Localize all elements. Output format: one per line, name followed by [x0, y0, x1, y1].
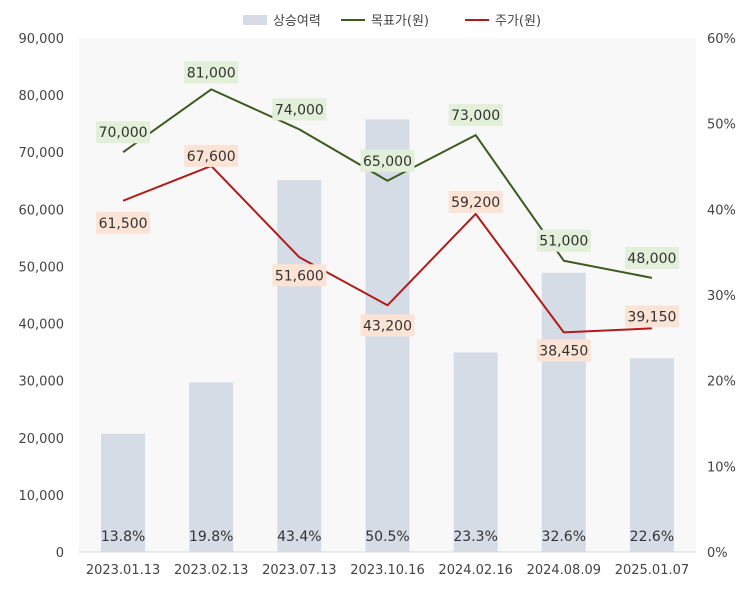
point-label-box [536, 339, 591, 362]
bar [541, 272, 586, 552]
y-left-tick-label: 80,000 [19, 89, 65, 104]
bar [629, 358, 674, 552]
bar-value-label: 22.6% [630, 529, 674, 545]
point-label-box [184, 61, 239, 84]
point-label-box [448, 190, 503, 213]
y-left-tick-label: 90,000 [19, 32, 65, 47]
point-value-label: 70,000 [99, 125, 148, 141]
x-tick-label: 2023.01.13 [86, 563, 160, 578]
point-label-box [184, 144, 239, 167]
point-label-box [624, 305, 679, 328]
point-value-label: 39,150 [627, 309, 676, 325]
point-label-box [624, 246, 679, 269]
legend-label: 주가(원) [495, 14, 541, 29]
y-left-tick-label: 50,000 [19, 260, 65, 275]
bar-value-label: 50.5% [365, 529, 409, 545]
point-value-label: 67,600 [187, 149, 236, 165]
point-value-label: 51,000 [539, 234, 588, 250]
y-right-tick-label: 20% [707, 375, 736, 390]
y-left-tick-label: 40,000 [19, 318, 65, 333]
y-axis-right: 0% 10% 20% 30% 40% 50% 60% [707, 32, 736, 561]
bar-value-label: 13.8% [101, 529, 145, 545]
point-label-box [272, 264, 327, 287]
point-label-box [536, 229, 591, 252]
point-value-label: 73,000 [451, 108, 500, 124]
y-left-tick-label: 20,000 [19, 432, 65, 447]
y-left-tick-label: 10,000 [19, 489, 65, 504]
point-label-box [96, 121, 151, 144]
bar [277, 180, 322, 552]
x-tick-label: 2023.07.13 [262, 563, 336, 578]
point-value-label: 51,600 [275, 268, 324, 284]
point-value-label: 59,200 [451, 195, 500, 211]
y-right-tick-label: 10% [707, 460, 736, 475]
bar [189, 382, 234, 552]
x-tick-label: 2023.02.13 [174, 563, 248, 578]
bar-value-label: 19.8% [189, 529, 233, 545]
point-value-label: 74,000 [275, 102, 324, 118]
bar-labels: 13.8% 19.8% 43.4% 50.5% 23.3% 32.6% 22.6% [101, 529, 674, 545]
legend: 상승여력 목표가(원) 주가(원) [243, 14, 541, 29]
x-tick-label: 2023.10.16 [350, 563, 424, 578]
y-left-tick-label: 30,000 [19, 375, 65, 390]
point-value-label: 81,000 [187, 65, 236, 81]
point-label-box [360, 149, 415, 172]
y-right-tick-label: 50% [707, 118, 736, 133]
y-right-tick-label: 0% [707, 546, 728, 561]
point-value-label: 48,000 [627, 251, 676, 267]
y-right-tick-label: 60% [707, 32, 736, 47]
point-label-box [272, 98, 327, 121]
x-axis: 2023.01.13 2023.02.13 2023.07.13 2023.10.16… [79, 551, 696, 578]
series-line [122, 88, 653, 279]
bar-value-label: 43.4% [277, 529, 321, 545]
x-tick-label: 2024.08.09 [527, 563, 601, 578]
bar-value-label: 23.3% [453, 529, 497, 545]
point-value-label: 65,000 [363, 154, 412, 170]
y-axis-left: 0 10,000 20,000 30,000 40,000 50,000 60,000 70,… [19, 32, 65, 561]
x-tick-label: 2025.01.07 [615, 563, 689, 578]
point-value-label: 43,200 [363, 318, 412, 334]
point-value-label: 38,450 [539, 343, 588, 359]
point-label-box [448, 104, 503, 127]
y-right-tick-label: 30% [707, 289, 736, 304]
x-tick-label: 2024.02.16 [438, 563, 512, 578]
bar [453, 352, 498, 552]
y-left-tick-label: 0 [56, 546, 64, 561]
legend-swatch [243, 15, 267, 25]
point-labels: 70,000 81,000 74,000 65,000 73,000 51,000 48,0… [96, 61, 679, 362]
y-left-tick-label: 70,000 [19, 146, 65, 161]
point-value-label: 61,500 [99, 216, 148, 232]
bar [101, 433, 146, 552]
y-left-tick-label: 60,000 [19, 203, 65, 218]
legend-label: 목표가(원) [371, 14, 429, 29]
point-label-box [360, 314, 415, 337]
point-label-box [96, 211, 151, 234]
bar-value-label: 32.6% [542, 529, 586, 545]
y-right-tick-label: 40% [707, 203, 736, 218]
legend-label: 상승여력 [273, 14, 321, 29]
